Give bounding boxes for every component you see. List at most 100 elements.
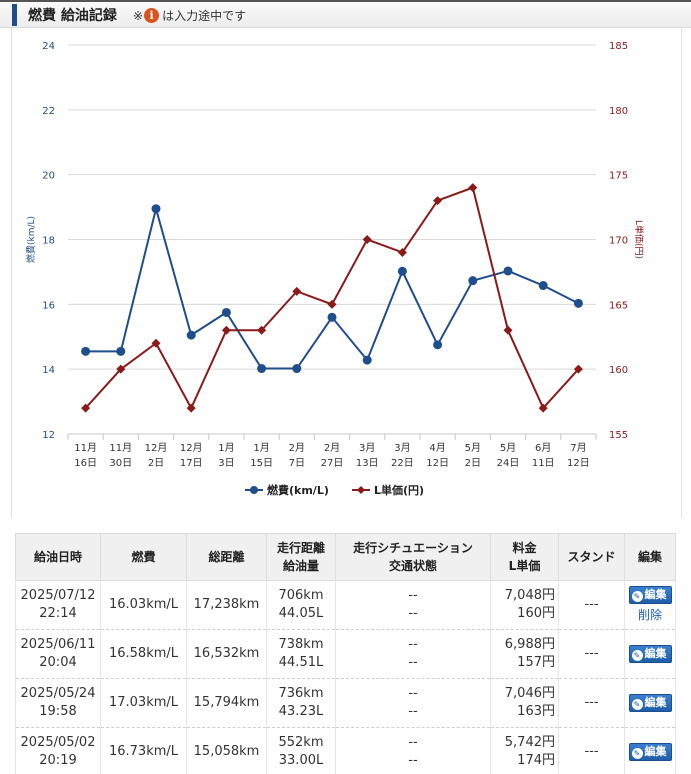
data-point bbox=[433, 196, 443, 206]
cell-value-time: 20:04 bbox=[39, 655, 77, 670]
table-cell: -- -- bbox=[335, 629, 491, 679]
pencil-icon: ✎ bbox=[631, 699, 643, 710]
column-header-line: 給油量 bbox=[282, 559, 319, 573]
legend-label: L単価(円) bbox=[374, 483, 424, 497]
cell-value-situation: -- bbox=[408, 686, 418, 701]
table-cell: --- bbox=[558, 580, 625, 630]
cell-value-situation: -- bbox=[408, 637, 418, 652]
cell-value-date: 2025/07/12 bbox=[20, 588, 96, 603]
draft-note: ※ i は入力途中です bbox=[133, 7, 246, 24]
x-tick-label-month: 5月 bbox=[500, 442, 516, 454]
y-right-tick-label: 155 bbox=[609, 430, 628, 441]
cell-value-fuel: 33.00L bbox=[278, 753, 324, 768]
table-row: 2025/06/11 20:04 16.58km/L 16,532km 738km 44.… bbox=[15, 629, 676, 679]
cell-value-unit: 157円 bbox=[517, 655, 555, 670]
cell-value-cost: 7,046円 bbox=[504, 686, 555, 701]
column-header: 編集 bbox=[624, 533, 676, 581]
table-row: 2025/07/12 22:14 16.03km/L 17,238km 706km 44.… bbox=[15, 580, 676, 630]
cell-value-traffic: -- bbox=[408, 753, 418, 768]
cell-value-cost: 7,048円 bbox=[504, 588, 555, 603]
y-left-tick-label: 14 bbox=[42, 365, 55, 376]
column-header: 走行距離 給油量 bbox=[266, 533, 336, 581]
x-tick-label-month: 3月 bbox=[359, 442, 375, 454]
edit-button[interactable]: ✎ 編集 bbox=[628, 743, 672, 761]
table-body: 2025/07/12 22:14 16.03km/L 17,238km 706km 44.… bbox=[15, 580, 676, 774]
x-tick-label-day: 11日 bbox=[532, 458, 555, 469]
cell-value-date: 2025/05/24 bbox=[20, 686, 96, 701]
legend-label: 燃費(km/L) bbox=[266, 483, 329, 497]
fuel-chart: 12 14 16 18 20 22 24 155 160 165 170 175 180 185 11月 16… bbox=[25, 41, 645, 497]
data-point bbox=[292, 364, 302, 374]
cell-value-traffic: -- bbox=[408, 606, 418, 621]
edit-button[interactable]: ✎ 編集 bbox=[628, 694, 672, 712]
x-tick-label-day: 17日 bbox=[180, 458, 203, 469]
data-point bbox=[503, 266, 513, 276]
table-row: 2025/05/24 19:58 17.03km/L 15,794km 736km 43.… bbox=[15, 678, 676, 728]
x-tick-label-day: 22日 bbox=[391, 458, 414, 469]
cell-value-distance: 552km bbox=[278, 735, 324, 750]
table-cell: 2025/05/24 19:58 bbox=[15, 678, 101, 728]
table-cell: -- -- bbox=[335, 678, 491, 728]
table-cell: 16.58km/L bbox=[100, 629, 187, 679]
column-header: 燃費 bbox=[100, 533, 187, 581]
table-cell: 16.73km/L bbox=[100, 727, 187, 774]
data-point bbox=[573, 298, 583, 308]
y-right-tick-label: 165 bbox=[609, 300, 628, 311]
column-header-line: 料金 bbox=[512, 541, 537, 555]
data-point bbox=[538, 281, 548, 291]
column-header-line: 交通状態 bbox=[388, 559, 437, 573]
column-header-line: 編集 bbox=[637, 550, 662, 564]
cell-value-cost: 5,742円 bbox=[504, 735, 555, 750]
legend-marker bbox=[357, 486, 365, 494]
x-tick-label-day: 3日 bbox=[218, 458, 234, 469]
table-cell: 706km 44.05L bbox=[266, 580, 336, 630]
note-prefix: ※ bbox=[133, 8, 144, 23]
table-cell: 736km 43.23L bbox=[266, 678, 336, 728]
data-point bbox=[221, 325, 231, 335]
cell-value-unit: 174円 bbox=[517, 753, 555, 768]
delete-link[interactable]: 削除 bbox=[637, 608, 662, 622]
table-cell: 738km 44.51L bbox=[266, 629, 336, 679]
data-point bbox=[151, 204, 161, 214]
x-tick-label-day: 12日 bbox=[567, 458, 590, 469]
edit-button[interactable]: ✎ 編集 bbox=[628, 586, 672, 604]
data-point bbox=[468, 276, 478, 286]
x-tick-label-month: 11月 bbox=[109, 442, 132, 454]
x-tick-label-day: 7日 bbox=[289, 458, 305, 469]
cell-value-traffic: -- bbox=[408, 704, 418, 719]
cell-value-time: 19:58 bbox=[39, 704, 77, 719]
cell-value-date: 2025/06/11 bbox=[20, 637, 96, 652]
edit-button-label: 編集 bbox=[644, 745, 667, 758]
x-tick-label-month: 6月 bbox=[535, 442, 551, 454]
cell-value-date: 2025/05/02 bbox=[20, 735, 96, 750]
data-point bbox=[362, 235, 372, 244]
table-cell: 2025/07/12 22:14 bbox=[15, 580, 101, 630]
table-cell: 16.03km/L bbox=[100, 580, 187, 630]
edit-cell: ✎ 編集削除 bbox=[624, 580, 676, 630]
data-point bbox=[186, 330, 196, 340]
x-tick-label-day: 16日 bbox=[74, 458, 97, 469]
y-left-axis-label: 燃費(km/L) bbox=[25, 216, 37, 263]
cell-value-total: 15,058km bbox=[193, 744, 260, 759]
data-point bbox=[327, 312, 337, 322]
x-tick-label-month: 5月 bbox=[465, 442, 481, 454]
data-point bbox=[257, 325, 267, 335]
cell-value-stand: --- bbox=[584, 744, 599, 759]
column-header: 総距離 bbox=[186, 533, 267, 581]
cell-value-distance: 738km bbox=[278, 637, 324, 652]
x-tick-label-month: 12月 bbox=[180, 442, 203, 454]
y-left-tick-label: 18 bbox=[42, 236, 55, 247]
data-point bbox=[362, 355, 372, 365]
x-tick-label-day: 15日 bbox=[250, 458, 273, 469]
table-cell: --- bbox=[558, 678, 625, 728]
x-tick-label-day: 12日 bbox=[426, 458, 449, 469]
cell-value-total: 17,238km bbox=[193, 597, 260, 612]
edit-button[interactable]: ✎ 編集 bbox=[628, 645, 672, 663]
cell-value-fuel: 44.51L bbox=[278, 655, 324, 670]
column-header: 給油日時 bbox=[15, 533, 101, 581]
column-header-line: 走行距離 bbox=[276, 541, 325, 555]
cell-value-efficiency: 16.03km/L bbox=[108, 597, 179, 612]
y-left-tick-label: 16 bbox=[42, 300, 55, 311]
x-tick-label-month: 3月 bbox=[394, 442, 410, 454]
table-cell: 7,046円 163円 bbox=[490, 678, 559, 728]
